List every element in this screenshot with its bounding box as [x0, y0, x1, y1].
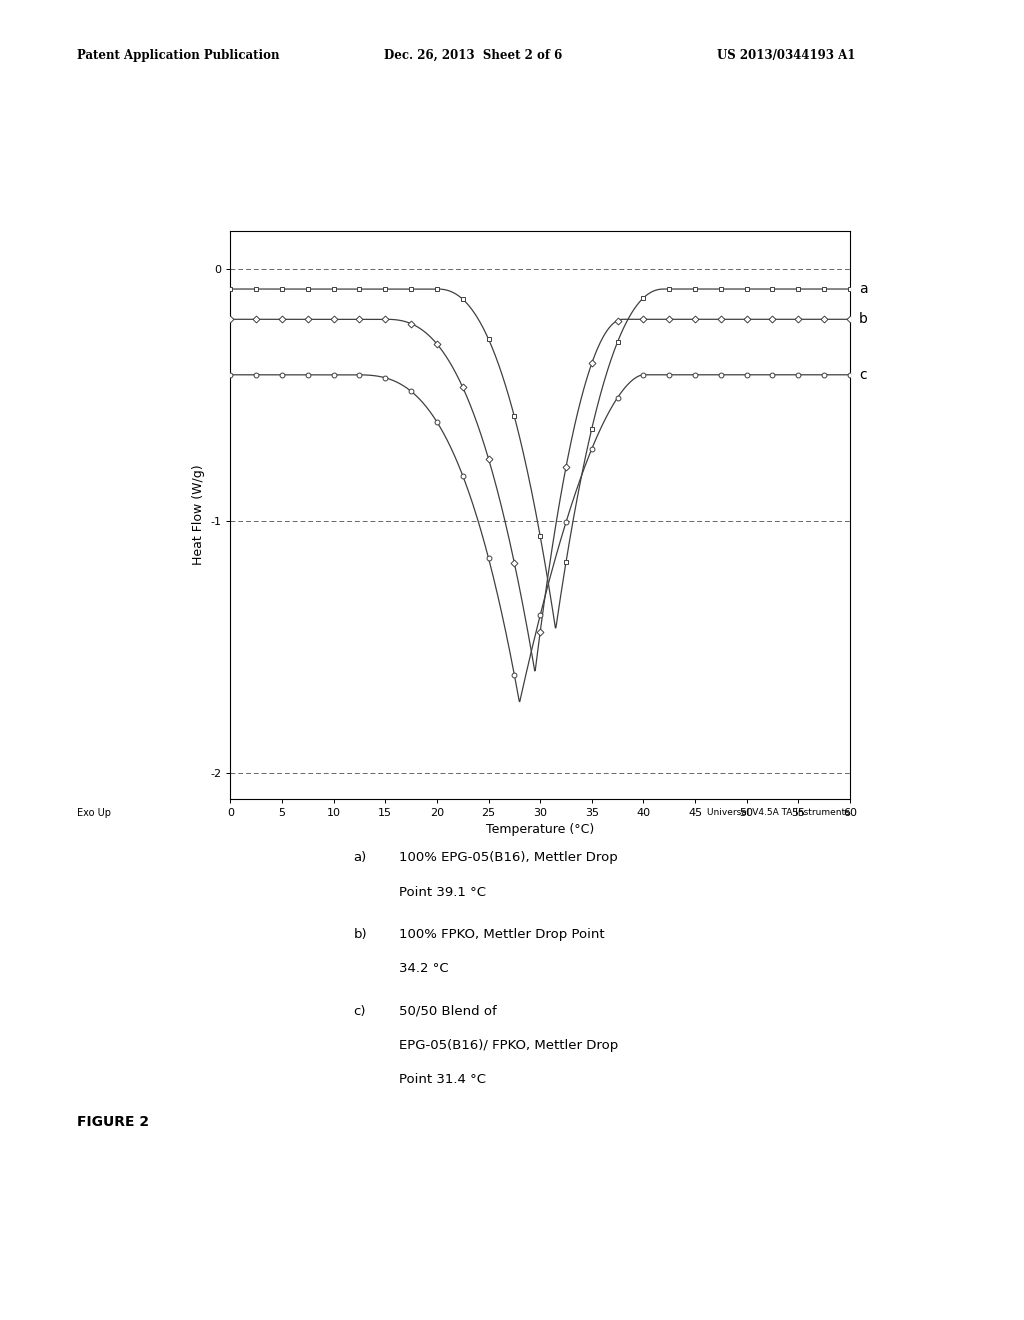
Text: Point 39.1 °C: Point 39.1 °C	[399, 886, 486, 899]
X-axis label: Temperature (°C): Temperature (°C)	[486, 824, 594, 836]
Text: 50/50 Blend of: 50/50 Blend of	[399, 1005, 497, 1018]
Text: Universal V4.5A TA Instruments: Universal V4.5A TA Instruments	[708, 808, 850, 817]
Text: 100% EPG-05(B16), Mettler Drop: 100% EPG-05(B16), Mettler Drop	[399, 851, 618, 865]
Text: c: c	[859, 368, 867, 381]
Text: a: a	[859, 282, 867, 296]
Text: a): a)	[353, 851, 367, 865]
Text: b): b)	[353, 928, 367, 941]
Text: Point 31.4 °C: Point 31.4 °C	[399, 1073, 486, 1086]
Text: 100% FPKO, Mettler Drop Point: 100% FPKO, Mettler Drop Point	[399, 928, 605, 941]
Text: EPG-05(B16)/ FPKO, Mettler Drop: EPG-05(B16)/ FPKO, Mettler Drop	[399, 1039, 618, 1052]
Text: Dec. 26, 2013  Sheet 2 of 6: Dec. 26, 2013 Sheet 2 of 6	[384, 49, 562, 62]
Text: Exo Up: Exo Up	[77, 808, 111, 818]
Text: US 2013/0344193 A1: US 2013/0344193 A1	[717, 49, 855, 62]
Y-axis label: Heat Flow (W/g): Heat Flow (W/g)	[191, 465, 205, 565]
Text: b: b	[859, 313, 868, 326]
Text: Patent Application Publication: Patent Application Publication	[77, 49, 280, 62]
Text: 34.2 °C: 34.2 °C	[399, 962, 449, 975]
Text: FIGURE 2: FIGURE 2	[77, 1115, 148, 1130]
Text: c): c)	[353, 1005, 366, 1018]
